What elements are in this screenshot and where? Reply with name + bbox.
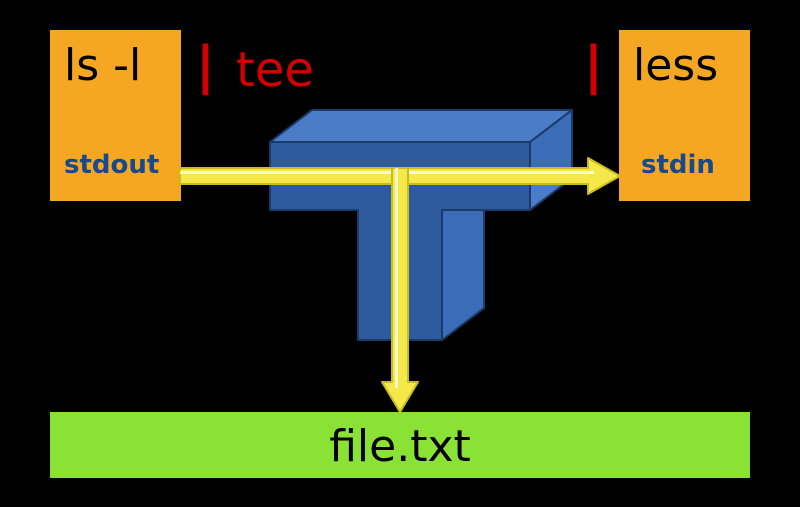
dest-command-label: less: [633, 40, 718, 91]
dest-command-box: less stdin: [617, 28, 752, 203]
output-file-box: file.txt: [48, 410, 752, 480]
source-command-label: ls -l: [64, 40, 141, 91]
stdin-label: stdin: [641, 150, 715, 180]
output-file-label: file.txt: [50, 412, 750, 482]
flow-arrows: [180, 158, 620, 412]
pipe-symbol-1: |: [196, 36, 215, 96]
tee-command-label: tee: [236, 42, 314, 98]
tee-3d-shape: [270, 110, 572, 340]
stdout-label: stdout: [64, 150, 159, 180]
source-command-box: ls -l stdout: [48, 28, 183, 203]
pipe-symbol-2: |: [584, 36, 603, 96]
